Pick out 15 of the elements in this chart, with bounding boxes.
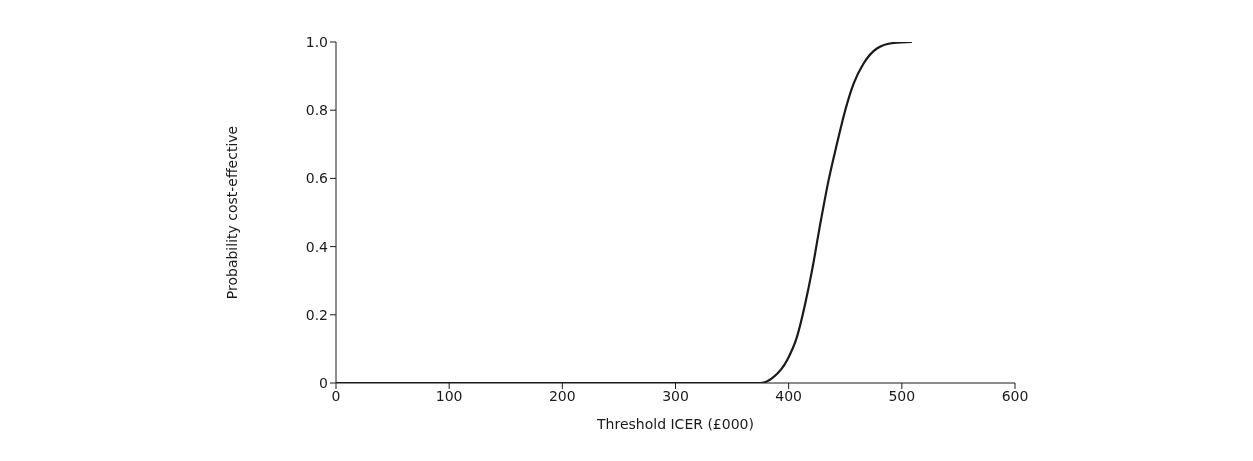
y-tick-label: 0.8 <box>305 102 328 119</box>
x-tick-label: 100 <box>435 387 463 404</box>
y-tick-label: 1.0 <box>305 33 328 50</box>
x-axis-title: Threshold ICER (£000) <box>596 416 754 432</box>
y-tick-label: 0.2 <box>305 306 328 323</box>
x-tick-label: 200 <box>548 387 576 404</box>
y-tick-label: 0.4 <box>305 238 329 255</box>
y-tick-label: 0 <box>319 374 328 391</box>
x-tick-label: 400 <box>775 387 803 404</box>
x-tick-label: 0 <box>331 387 341 404</box>
x-tick-label: 600 <box>1001 387 1029 404</box>
x-tick-label: 300 <box>662 387 689 404</box>
x-tick-label: 500 <box>888 387 916 404</box>
y-axis-title: Probability cost-effective <box>223 125 240 300</box>
y-tick-label: 0.6 <box>305 170 329 187</box>
